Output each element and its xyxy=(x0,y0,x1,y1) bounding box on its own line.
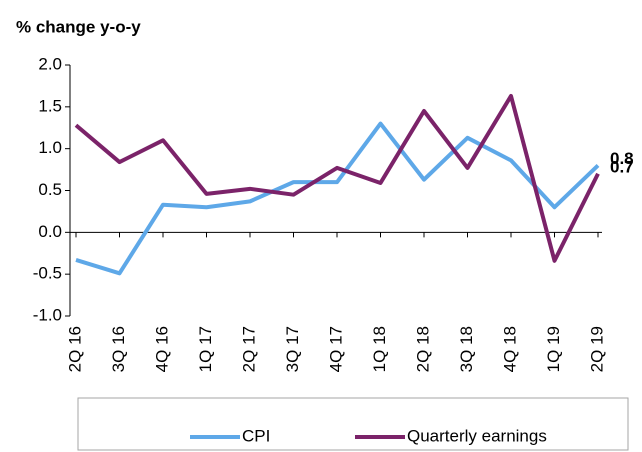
legend-label: CPI xyxy=(242,426,270,445)
y-tick-label: 2.0 xyxy=(38,54,62,73)
y-tick-label: 0.5 xyxy=(38,180,62,199)
x-tick-label: 4Q 16 xyxy=(152,326,171,372)
x-tick-label: 4Q 17 xyxy=(326,326,345,372)
x-tick-label: 2Q 19 xyxy=(587,326,606,372)
y-tick-label: 1.0 xyxy=(38,138,62,157)
legend-box xyxy=(77,397,629,451)
x-tick-label: 1Q 19 xyxy=(544,326,563,372)
x-tick-label: 2Q 17 xyxy=(239,326,258,372)
legend-label: Quarterly earnings xyxy=(407,426,547,445)
x-tick-label: 4Q 18 xyxy=(500,326,519,372)
x-tick-label: 3Q 17 xyxy=(283,326,302,372)
y-tick-label: -0.5 xyxy=(33,264,62,283)
x-tick-label: 3Q 18 xyxy=(457,326,476,372)
y-tick-label: 1.5 xyxy=(38,96,62,115)
x-tick-label: 2Q 16 xyxy=(65,326,84,372)
y-tick-label: 0.0 xyxy=(38,222,62,241)
x-tick-label: 1Q 17 xyxy=(196,326,215,372)
x-tick-label: 2Q 18 xyxy=(413,326,432,372)
y-axis-label: % change y-o-y xyxy=(16,17,141,36)
series-line xyxy=(74,93,600,263)
x-tick-label: 3Q 16 xyxy=(109,326,128,372)
series-line xyxy=(75,121,600,276)
value-label: 0.8 xyxy=(610,149,634,168)
y-tick-label: -1.0 xyxy=(33,305,62,324)
value-label: 0.7 xyxy=(610,157,634,176)
x-tick-label: 1Q 18 xyxy=(370,326,389,372)
